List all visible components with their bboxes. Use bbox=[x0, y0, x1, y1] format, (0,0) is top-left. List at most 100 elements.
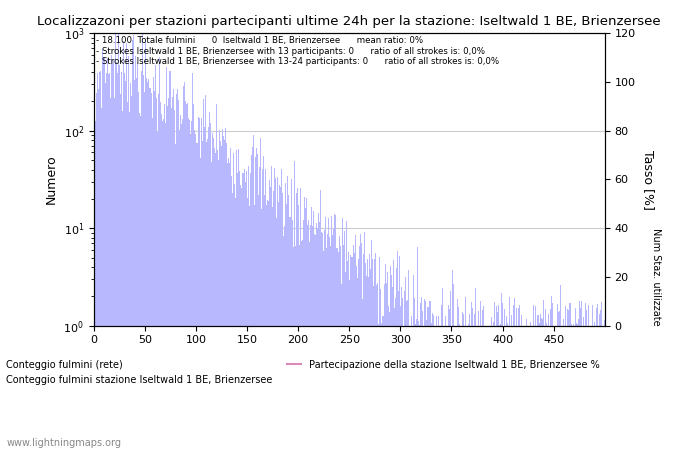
Bar bbox=[233, 153, 235, 450]
Bar bbox=[242, 173, 244, 450]
Bar bbox=[246, 198, 248, 450]
Bar bbox=[166, 68, 167, 450]
Bar bbox=[595, 326, 596, 450]
Bar bbox=[579, 301, 580, 450]
Bar bbox=[512, 326, 513, 450]
Bar bbox=[473, 326, 475, 450]
Bar bbox=[308, 220, 309, 450]
Text: www.lightningmaps.org: www.lightningmaps.org bbox=[7, 438, 122, 448]
Bar bbox=[215, 153, 216, 450]
Bar bbox=[586, 310, 587, 450]
Bar bbox=[135, 56, 136, 450]
Bar bbox=[592, 306, 593, 450]
Bar bbox=[496, 306, 497, 450]
Bar bbox=[420, 303, 421, 450]
Bar bbox=[131, 96, 132, 450]
Bar bbox=[411, 316, 412, 450]
Bar bbox=[602, 326, 603, 450]
Bar bbox=[597, 304, 598, 450]
Bar bbox=[430, 324, 431, 450]
Bar bbox=[300, 189, 301, 450]
Bar bbox=[470, 326, 471, 450]
Bar bbox=[545, 309, 546, 450]
Bar bbox=[571, 326, 573, 450]
Bar bbox=[123, 41, 124, 450]
Bar bbox=[441, 305, 442, 450]
Bar bbox=[214, 148, 215, 450]
Bar bbox=[342, 245, 344, 450]
Bar bbox=[212, 133, 213, 450]
Bar bbox=[453, 284, 454, 450]
Bar bbox=[437, 326, 438, 450]
Bar bbox=[128, 56, 129, 450]
Bar bbox=[419, 325, 420, 450]
Bar bbox=[439, 326, 440, 450]
Text: - 18.100  Totale fulmini      0  Iseltwald 1 BE, Brienzersee      mean ratio: 0%: - 18.100 Totale fulmini 0 Iseltwald 1 BE… bbox=[97, 36, 500, 66]
Bar bbox=[328, 218, 329, 450]
Bar bbox=[351, 257, 352, 450]
Bar bbox=[220, 141, 221, 450]
Bar bbox=[600, 310, 601, 450]
Bar bbox=[549, 326, 550, 450]
Bar bbox=[556, 326, 557, 450]
Bar bbox=[513, 305, 514, 450]
Bar bbox=[505, 326, 506, 450]
Bar bbox=[486, 326, 488, 450]
Bar bbox=[459, 324, 460, 450]
Bar bbox=[564, 325, 566, 450]
Bar bbox=[176, 94, 177, 450]
Bar bbox=[471, 302, 472, 450]
Bar bbox=[160, 102, 161, 450]
Bar bbox=[539, 323, 540, 450]
Bar bbox=[568, 310, 570, 450]
Bar bbox=[451, 326, 452, 450]
Bar bbox=[544, 326, 545, 450]
Bar bbox=[526, 326, 528, 450]
Bar bbox=[161, 114, 162, 450]
Bar bbox=[309, 242, 310, 450]
Bar bbox=[276, 219, 277, 450]
Bar bbox=[127, 102, 128, 450]
Bar bbox=[360, 234, 361, 450]
Bar bbox=[566, 326, 568, 450]
Bar bbox=[361, 243, 362, 450]
Bar bbox=[209, 112, 210, 450]
Bar bbox=[365, 263, 366, 450]
Bar bbox=[311, 207, 312, 450]
Bar bbox=[552, 303, 553, 450]
Bar bbox=[258, 195, 259, 450]
Bar bbox=[530, 322, 531, 450]
Bar bbox=[398, 291, 399, 450]
Bar bbox=[442, 288, 443, 450]
Bar bbox=[177, 90, 178, 450]
Bar bbox=[150, 93, 151, 450]
Bar bbox=[562, 326, 564, 450]
Bar bbox=[433, 326, 435, 450]
Bar bbox=[413, 275, 414, 450]
Bar bbox=[239, 171, 240, 450]
Bar bbox=[601, 302, 602, 450]
Bar bbox=[462, 312, 463, 450]
Bar bbox=[146, 78, 148, 450]
Bar bbox=[464, 326, 466, 450]
Bar bbox=[195, 134, 197, 450]
Bar bbox=[389, 312, 390, 450]
Bar bbox=[531, 326, 532, 450]
Bar bbox=[148, 79, 150, 450]
Bar bbox=[320, 190, 321, 450]
Bar bbox=[330, 246, 331, 450]
Bar bbox=[122, 111, 123, 450]
Bar bbox=[106, 58, 108, 450]
Bar bbox=[250, 172, 251, 450]
Bar bbox=[431, 314, 433, 450]
Bar bbox=[265, 169, 266, 450]
Bar bbox=[164, 123, 166, 450]
Bar bbox=[332, 235, 333, 450]
Bar bbox=[118, 21, 119, 450]
Bar bbox=[504, 309, 505, 450]
Bar bbox=[509, 297, 510, 450]
Bar bbox=[120, 94, 121, 450]
Bar bbox=[271, 166, 272, 450]
Bar bbox=[257, 153, 258, 450]
Bar bbox=[536, 326, 537, 450]
